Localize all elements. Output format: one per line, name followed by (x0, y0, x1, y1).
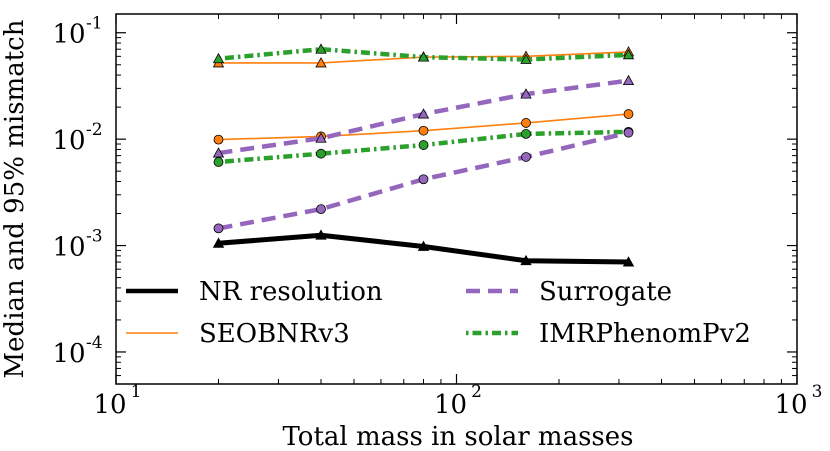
data-point-nr-resolution-median-4 (622, 256, 635, 267)
series-surrogate (212, 74, 635, 234)
data-point-imrphenompv2-p95-3 (520, 53, 532, 64)
data-point-imrphenompv2-p95-2 (417, 51, 430, 62)
data-point-imrphenompv2-p95-1 (315, 43, 327, 54)
y-axis-label: Median and 95% mismatch (0, 19, 30, 378)
y-tick-label-0: 10 (52, 339, 85, 369)
data-point-imrphenompv2-median-0 (213, 157, 224, 167)
data-point-seobnrv3-median-3 (521, 118, 531, 128)
x-tick-exp-2: 3 (812, 382, 823, 402)
y-tick-label-3: 10 (52, 20, 85, 50)
x-axis-label: Total mass in solar masses (282, 422, 633, 451)
legend: NR resolution Surrogate SEOBNRv3 IMRPhenomP… (126, 277, 751, 349)
data-point-nr-resolution-median-0 (212, 237, 225, 248)
legend-label-surrogate: Surrogate (539, 277, 672, 307)
data-point-surrogate-p95-0 (212, 147, 225, 158)
data-point-surrogate-p95-3 (520, 88, 532, 99)
data-point-surrogate-median-4 (623, 127, 634, 138)
data-point-seobnrv3-median-4 (623, 109, 634, 119)
x-tick-label-2: 10 (774, 390, 807, 420)
x-tick-label-1: 10 (434, 390, 467, 420)
x-tick-exp-0: 1 (131, 382, 142, 402)
data-point-imrphenompv2-median-2 (418, 140, 429, 150)
data-point-surrogate-median-1 (316, 204, 326, 215)
ticks-layer: 10 1 10 2 10 310 -410 -310 -210 -1 (52, 14, 822, 420)
series-nr-resolution (212, 229, 635, 267)
x-tick-label-0: 10 (93, 390, 126, 420)
data-point-imrphenompv2-p95-0 (212, 52, 225, 64)
series-imrphenompv2 (212, 43, 635, 167)
data-point-surrogate-p95-2 (417, 108, 430, 119)
y-tick-exp-3: -1 (86, 14, 103, 34)
legend-label-nr-resolution: NR resolution (199, 277, 383, 307)
data-point-nr-resolution-median-3 (520, 254, 532, 266)
legend-label-seobnrv3: SEOBNRv3 (199, 319, 350, 349)
legend-label-imrphenompv2: IMRPhenomPv2 (539, 319, 751, 349)
data-point-imrphenompv2-p95-4 (622, 49, 635, 60)
y-tick-exp-1: -3 (86, 227, 103, 247)
y-tick-label-1: 10 (52, 233, 85, 263)
data-point-nr-resolution-median-2 (417, 240, 430, 251)
data-point-imrphenompv2-median-3 (521, 129, 531, 139)
data-point-seobnrv3-median-2 (418, 125, 429, 136)
data-point-surrogate-median-3 (521, 152, 531, 162)
data-point-seobnrv3-median-0 (213, 134, 224, 145)
y-tick-exp-2: -2 (86, 120, 103, 140)
x-tick-exp-1: 2 (471, 382, 482, 402)
data-point-surrogate-median-2 (418, 174, 429, 185)
data-point-nr-resolution-median-1 (315, 229, 327, 240)
y-tick-label-2: 10 (52, 126, 85, 156)
data-point-surrogate-p95-1 (315, 132, 327, 143)
data-point-surrogate-p95-4 (622, 74, 635, 85)
data-point-imrphenompv2-median-1 (316, 148, 326, 159)
y-tick-exp-0: -4 (86, 333, 103, 353)
series-layer (212, 43, 635, 267)
data-point-seobnrv3-p95-1 (315, 57, 327, 68)
data-point-surrogate-median-0 (213, 223, 224, 234)
